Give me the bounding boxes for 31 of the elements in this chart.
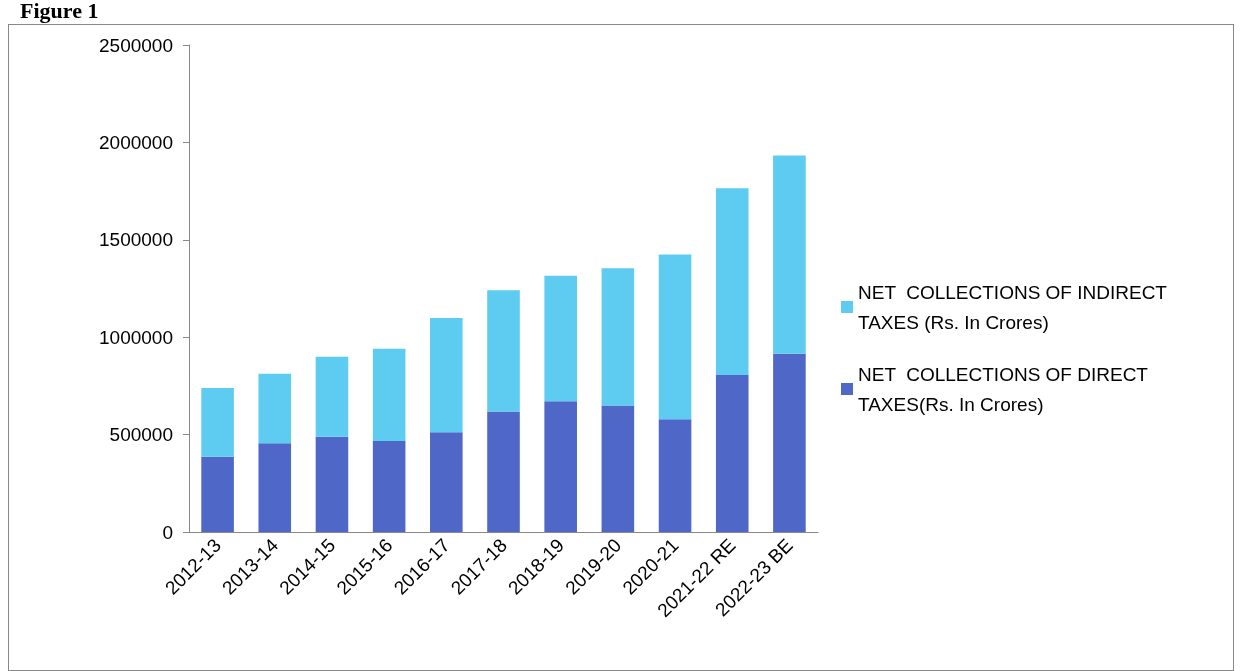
bar <box>372 441 406 532</box>
bar <box>773 353 806 532</box>
y-tick-label: 2000000 <box>99 131 173 153</box>
bar <box>544 275 577 402</box>
bar <box>372 348 406 442</box>
bar <box>773 155 806 354</box>
bar <box>601 405 635 532</box>
y-tick-label: 500000 <box>109 424 173 446</box>
bar <box>315 356 349 437</box>
y-tick-label: 0 <box>162 521 173 543</box>
bar <box>315 436 349 532</box>
bar <box>258 443 292 532</box>
y-tick-label: 1500000 <box>99 229 173 251</box>
y-tick-label: 2500000 <box>99 34 173 56</box>
chart-title: Figure 1 <box>20 0 99 23</box>
bar <box>658 254 692 420</box>
bar <box>487 411 520 532</box>
bar <box>430 432 463 532</box>
bar <box>715 374 749 532</box>
bar <box>430 317 463 433</box>
bar <box>658 419 692 532</box>
y-tick-label: 1000000 <box>99 326 173 348</box>
bar <box>201 388 234 457</box>
legend-label: NET COLLECTIONS OF INDIRECT TAXES (Rs. In Crores) <box>858 281 1172 333</box>
bar <box>601 268 635 406</box>
bar <box>544 401 577 532</box>
bar <box>201 456 234 532</box>
legend-label: NET COLLECTIONS OF DIRECT TAXES(Rs. In Crores) <box>858 363 1153 415</box>
bar <box>258 373 292 444</box>
bar <box>487 290 520 412</box>
bar <box>715 188 749 375</box>
